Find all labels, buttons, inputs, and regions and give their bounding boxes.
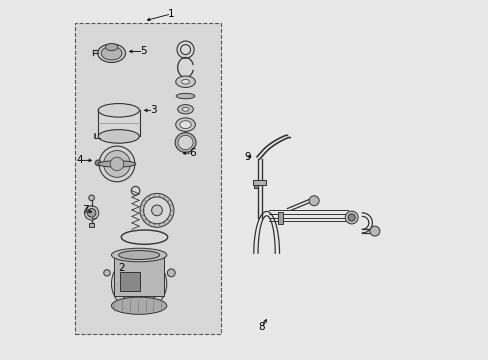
Circle shape	[369, 226, 379, 236]
Text: 3: 3	[150, 105, 156, 115]
Ellipse shape	[180, 121, 191, 129]
Ellipse shape	[143, 197, 170, 224]
Bar	[254, 185, 257, 188]
Text: 5: 5	[140, 46, 147, 57]
Circle shape	[347, 214, 354, 221]
Bar	[114, 255, 164, 296]
Ellipse shape	[110, 157, 123, 171]
Text: 4: 4	[76, 156, 82, 165]
Ellipse shape	[182, 107, 188, 111]
Ellipse shape	[181, 80, 189, 84]
Ellipse shape	[105, 44, 118, 51]
Ellipse shape	[118, 251, 160, 260]
Text: 1: 1	[167, 9, 174, 19]
Ellipse shape	[98, 104, 139, 117]
Ellipse shape	[111, 248, 166, 262]
Ellipse shape	[151, 205, 162, 216]
Ellipse shape	[111, 256, 166, 311]
Ellipse shape	[101, 46, 122, 60]
Circle shape	[308, 196, 319, 206]
Ellipse shape	[167, 269, 175, 277]
Circle shape	[345, 211, 357, 224]
Ellipse shape	[98, 44, 125, 63]
Bar	[120, 272, 140, 292]
Circle shape	[95, 160, 101, 166]
Ellipse shape	[111, 297, 166, 314]
Text: 9: 9	[244, 152, 250, 162]
Circle shape	[87, 208, 96, 217]
Ellipse shape	[99, 146, 135, 182]
Ellipse shape	[103, 150, 130, 177]
Ellipse shape	[176, 93, 194, 99]
Text: 8: 8	[258, 322, 264, 332]
Ellipse shape	[118, 263, 160, 304]
Text: 6: 6	[189, 148, 196, 158]
Ellipse shape	[175, 118, 195, 131]
Bar	[253, 180, 265, 185]
Ellipse shape	[178, 135, 193, 150]
Ellipse shape	[98, 130, 139, 143]
Ellipse shape	[98, 161, 136, 167]
Bar	[89, 223, 94, 227]
FancyBboxPatch shape	[75, 23, 221, 334]
Circle shape	[84, 206, 99, 220]
Text: 2: 2	[118, 262, 124, 273]
Bar	[278, 212, 282, 224]
Ellipse shape	[177, 105, 193, 114]
Ellipse shape	[175, 76, 195, 87]
Text: 7: 7	[82, 205, 89, 215]
Ellipse shape	[175, 133, 196, 152]
Ellipse shape	[140, 193, 174, 227]
Ellipse shape	[103, 270, 110, 276]
Circle shape	[88, 195, 94, 201]
